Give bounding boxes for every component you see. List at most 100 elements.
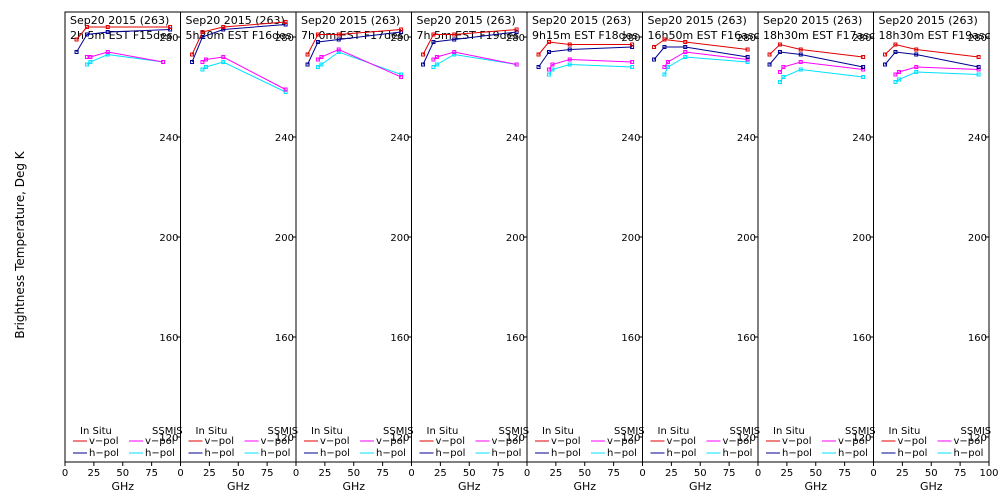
panel-4: Sep20 2015 (263) 7h 5m EST F19des 120 160 20…	[408, 11, 529, 493]
panel-title-pass: 5h20m EST F16des	[186, 29, 292, 42]
x-axis-label: GHz	[689, 480, 712, 493]
insitu-v-pol-point	[567, 42, 572, 47]
x-tick-label: 25	[434, 468, 447, 479]
panel-5: Sep20 2015 (263) 9h15m EST F18des 120 160 20…	[524, 11, 645, 493]
legend-label-ssmis-v: v−pol	[723, 436, 753, 447]
insitu-h-pol-point	[798, 52, 803, 57]
insitu-v-pol-point	[630, 42, 635, 47]
x-tick-label: 25	[781, 468, 794, 479]
insitu-h-pol-point	[536, 65, 541, 69]
y-tick-label: 240	[737, 133, 756, 144]
y-tick-label: 120	[390, 433, 409, 444]
legend-label-insitu-h: h−pol	[89, 448, 119, 459]
insitu-h-pol-point	[777, 50, 782, 54]
legend-ssmis-header: SSMIS	[845, 426, 876, 437]
y-tick-label: 240	[968, 133, 987, 144]
insitu-h-pol-point	[336, 37, 341, 42]
legend-label-insitu-h: h−pol	[436, 448, 466, 459]
insitu-v-pol-point	[315, 32, 320, 37]
insitu-v-pol-point	[883, 52, 888, 57]
legend-label-insitu-v: v−pol	[320, 436, 350, 447]
panel-title-pass: 16h50m EST F16asc	[648, 29, 760, 42]
insitu-h-pol-point	[893, 50, 898, 54]
insitu-v-pol-point	[893, 42, 898, 47]
ssmis-h-pol-point	[777, 80, 782, 84]
panel-6: Sep20 2015 (263) 16h50m EST F16asc 120 160 2…	[639, 11, 760, 493]
insitu-v-pol-point	[305, 52, 310, 57]
x-tick-label: 75	[838, 468, 851, 479]
insitu-v-pol-line	[76, 26, 171, 40]
x-tick-label: 25	[88, 468, 101, 479]
insitu-h-pol-line	[538, 46, 633, 68]
insitu-v-pol-point	[74, 37, 79, 42]
ssmis-v-pol-point	[683, 50, 688, 54]
insitu-v-pol-point	[536, 52, 541, 57]
insitu-h-pol-point	[74, 50, 79, 54]
legend-label-ssmis-h: h−pol	[261, 448, 291, 459]
legend-label-ssmis-h: h−pol	[607, 448, 637, 459]
legend-label-ssmis-h: h−pol	[723, 448, 753, 459]
insitu-h-pol-point	[652, 57, 657, 62]
legend-label-ssmis-h: h−pol	[838, 448, 868, 459]
x-axis-label: GHz	[458, 480, 481, 493]
insitu-h-pol-point	[546, 50, 551, 54]
insitu-v-pol-point	[336, 32, 341, 37]
y-tick-label: 280	[159, 33, 178, 44]
ssmis-v-pol-point	[777, 70, 782, 74]
y-tick-label: 280	[506, 33, 525, 44]
x-tick-label: 50	[232, 468, 245, 479]
panel-7: Sep20 2015 (263) 18h30m EST F17asc 120 160 2…	[755, 11, 876, 493]
legend-label-ssmis-v: v−pol	[376, 436, 406, 447]
insitu-h-pol-point	[861, 65, 866, 69]
y-tick-label: 200	[621, 233, 640, 244]
ssmis-v-pol-point	[221, 55, 226, 59]
y-tick-label: 240	[275, 133, 294, 144]
x-tick-label: 0	[293, 468, 299, 479]
x-tick-label: 50	[925, 468, 938, 479]
x-tick-label: 25	[896, 468, 909, 479]
y-tick-label: 160	[275, 333, 294, 344]
insitu-h-pol-line	[76, 29, 171, 53]
insitu-v-pol-point	[798, 47, 803, 52]
ssmis-v-pol-line	[895, 66, 979, 75]
y-tick-label: 240	[506, 133, 525, 144]
ssmis-v-pol-point	[88, 55, 93, 59]
y-tick-label: 120	[275, 433, 294, 444]
legend-ssmis-header: SSMIS	[961, 426, 992, 437]
ssmis-h-pol-point	[319, 62, 324, 67]
y-tick-label: 120	[737, 433, 756, 444]
ssmis-v-pol-line	[779, 61, 864, 73]
ssmis-v-pol-point	[203, 57, 208, 62]
insitu-h-pol-point	[200, 35, 205, 39]
y-tick-label: 120	[506, 433, 525, 444]
y-tick-label: 280	[390, 33, 409, 44]
ssmis-h-pol-point	[976, 72, 981, 77]
insitu-h-pol-point	[745, 55, 750, 59]
ssmis-v-pol-line	[548, 58, 633, 70]
ssmis-v-pol-point	[781, 65, 786, 69]
legend-insitu-header: In Situ	[196, 426, 228, 437]
insitu-h-pol-point	[683, 45, 688, 49]
x-tick-label: 50	[578, 468, 591, 479]
x-tick-label: 0	[639, 468, 645, 479]
x-tick-label: 0	[524, 468, 530, 479]
insitu-v-pol-point	[861, 55, 866, 59]
x-tick-label: 75	[145, 468, 158, 479]
panel-title-pass: 9h15m EST F18des	[532, 29, 638, 42]
x-tick-label: 25	[319, 468, 332, 479]
panel-title-date: Sep20 2015 (263)	[532, 14, 631, 27]
insitu-v-pol-point	[421, 52, 426, 57]
panel-title-date: Sep20 2015 (263)	[301, 14, 400, 27]
ssmis-v-pol-point	[452, 50, 457, 54]
panel-title-date: Sep20 2015 (263)	[186, 14, 285, 27]
y-tick-label: 200	[852, 233, 871, 244]
insitu-v-pol-point	[976, 55, 981, 59]
insitu-v-pol-line	[422, 29, 517, 55]
legend-label-ssmis-h: h−pol	[954, 448, 984, 459]
insitu-h-pol-point	[431, 40, 436, 44]
insitu-v-pol-point	[662, 37, 667, 42]
ssmis-h-pol-line	[202, 61, 286, 93]
x-tick-label: 50	[809, 468, 822, 479]
panel-title-pass: 18h30m EST F19asc	[879, 29, 991, 42]
ssmis-h-pol-point	[546, 72, 551, 77]
